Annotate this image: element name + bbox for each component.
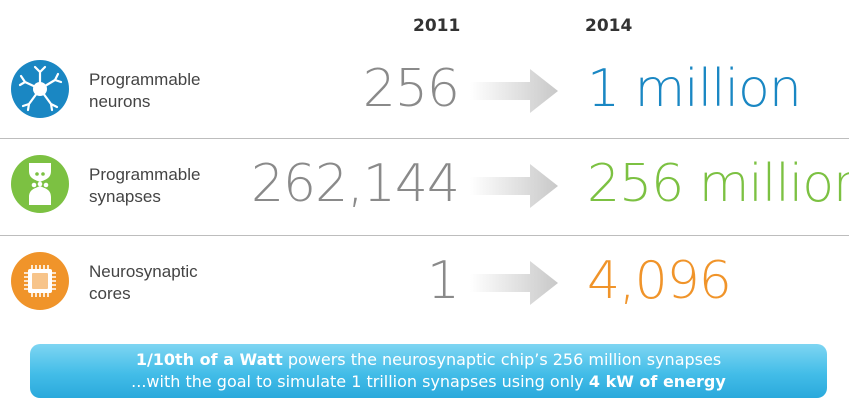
energy-banner: 1/10th of a Watt powers the neurosynapti… bbox=[30, 344, 827, 398]
cores-label: Neurosynaptic cores bbox=[89, 262, 198, 303]
row-divider bbox=[0, 235, 849, 236]
synapses-row: Programmable synapses 262,144 256 millio… bbox=[0, 140, 849, 235]
year-2011-header: 2011 bbox=[413, 16, 461, 36]
synapse-icon bbox=[11, 155, 69, 213]
arrow-right-icon bbox=[470, 261, 558, 305]
banner-line-1-bold: 1/10th of a Watt bbox=[135, 350, 283, 369]
neurons-2014-value: 1 million bbox=[587, 59, 802, 119]
row-divider bbox=[0, 138, 849, 139]
banner-line-2-text: ...with the goal to simulate 1 trillion … bbox=[131, 372, 589, 391]
neurons-row: Programmable neurons 256 1 million bbox=[0, 45, 849, 140]
banner-line-2-bold: 4 kW of energy bbox=[588, 372, 726, 391]
synapses-2011-value: 262,144 bbox=[250, 154, 460, 214]
year-2014-header: 2014 bbox=[585, 16, 633, 36]
banner-line-1-text: powers the neurosynaptic chip’s 256 mill… bbox=[282, 350, 722, 369]
cores-2014-value: 4,096 bbox=[587, 251, 732, 311]
arrow-right-icon bbox=[470, 164, 558, 208]
banner-line-1: 1/10th of a Watt powers the neurosynapti… bbox=[30, 349, 827, 371]
cores-2011-value: 1 bbox=[426, 251, 460, 311]
neurons-2011-value: 256 bbox=[362, 59, 460, 119]
neuron-icon bbox=[11, 60, 69, 118]
neurons-label: Programmable neurons bbox=[89, 70, 201, 111]
synapses-2014-value: 256 million bbox=[587, 154, 849, 214]
synapses-label: Programmable synapses bbox=[89, 165, 201, 206]
banner-line-2: ...with the goal to simulate 1 trillion … bbox=[30, 371, 827, 393]
arrow-right-icon bbox=[470, 69, 558, 113]
cores-row: Neurosynaptic cores 1 4,096 bbox=[0, 237, 849, 332]
chip-icon bbox=[11, 252, 69, 310]
